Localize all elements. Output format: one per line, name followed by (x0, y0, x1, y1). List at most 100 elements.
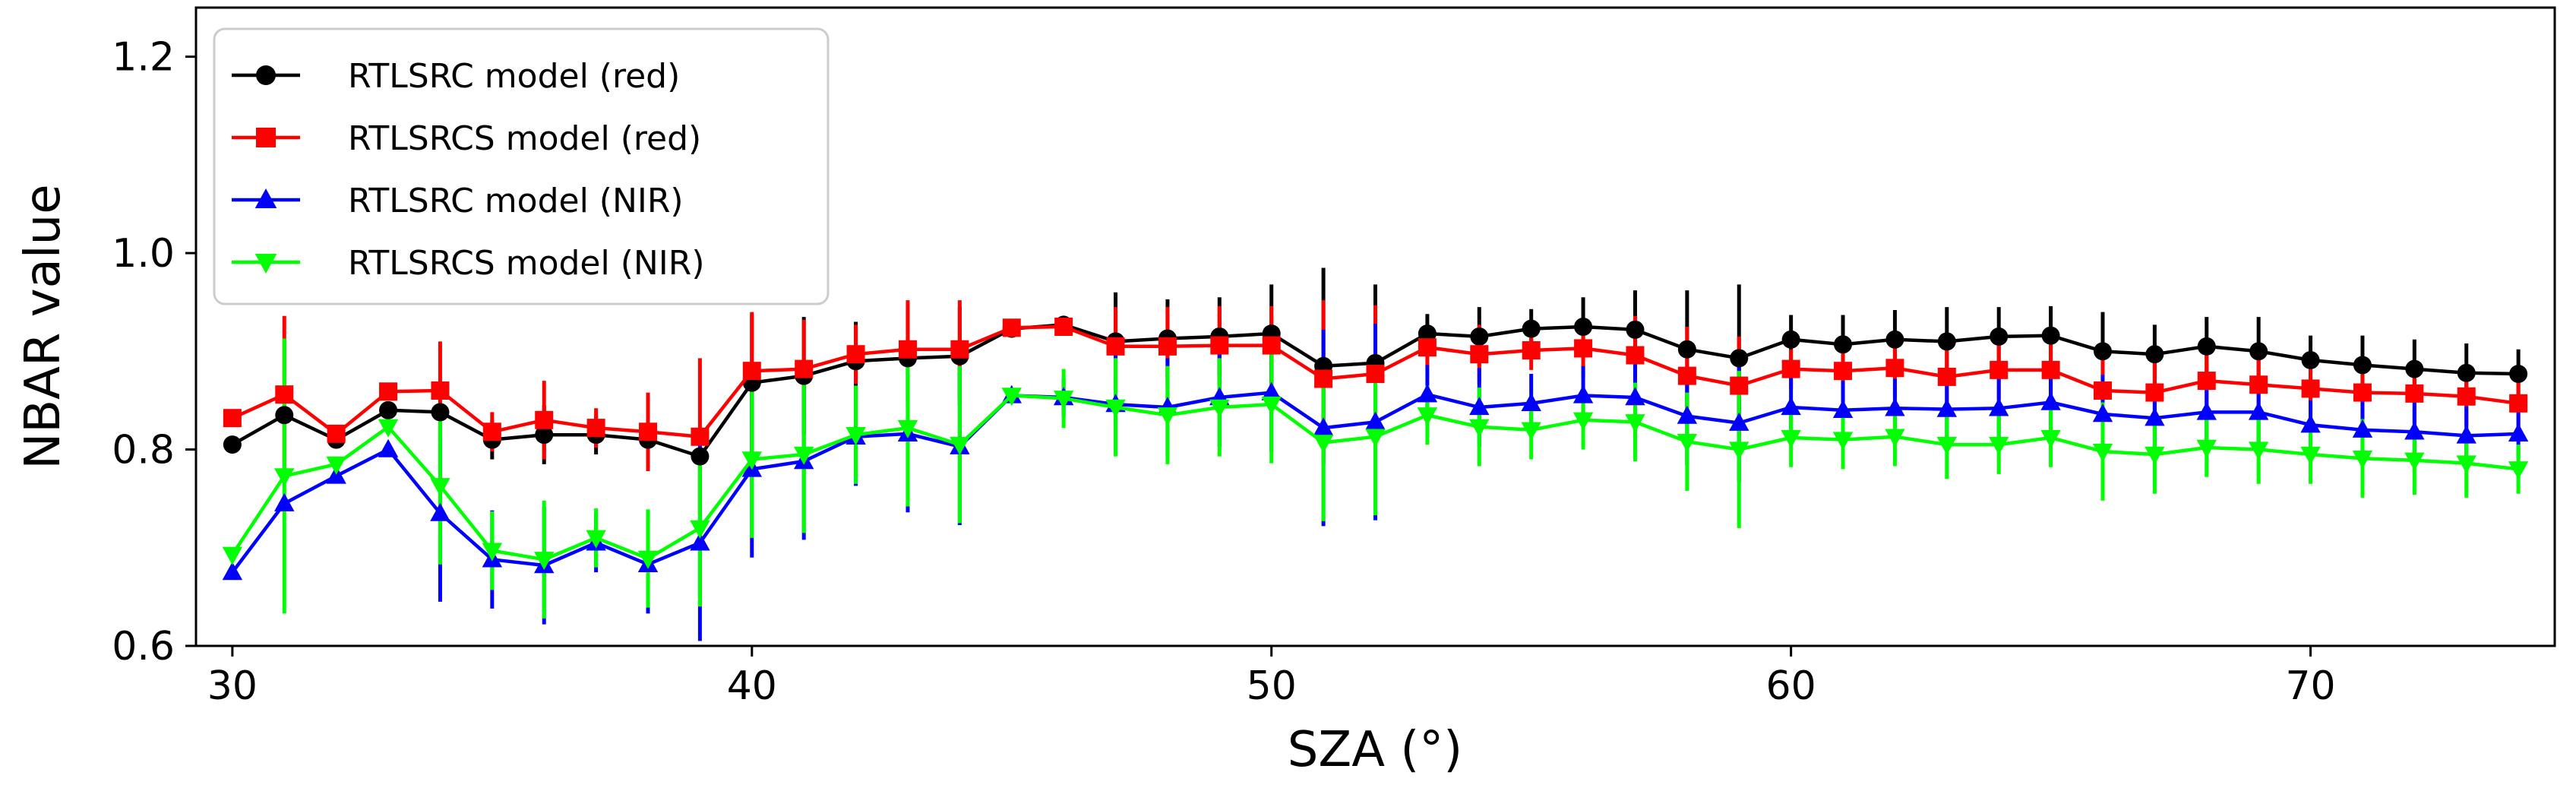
data-point (2197, 337, 2216, 356)
data-point (1730, 376, 1749, 395)
axes-group (194, 6, 2556, 647)
data-point (897, 419, 918, 438)
data-point (2041, 326, 2060, 345)
data-point (1990, 327, 2009, 346)
data-point (431, 403, 450, 422)
data-point (2353, 383, 2372, 402)
data-point (1313, 417, 1334, 436)
data-point (431, 381, 450, 400)
legend-entry: RTLSRCS model (NIR) (232, 244, 705, 283)
data-point (1885, 330, 1904, 349)
data-point (1313, 435, 1334, 454)
plot-frame (194, 6, 2556, 647)
data-point (2405, 384, 2424, 403)
legend-box (213, 27, 830, 305)
legend-marker (254, 253, 277, 274)
data-point (1574, 339, 1593, 358)
data-point (274, 492, 295, 511)
data-point (1730, 349, 1749, 368)
data-point (1158, 337, 1177, 356)
data-point (690, 520, 710, 539)
data-point (430, 478, 450, 497)
data-point (1261, 381, 1282, 400)
data-point (1729, 412, 1749, 431)
data-point (430, 502, 450, 521)
data-point (1834, 335, 1853, 354)
legend-entry: RTLSRCS model (red) (232, 119, 701, 158)
data-point (1314, 369, 1333, 388)
data-point (1106, 337, 1125, 356)
data-point (1625, 414, 1645, 433)
data-point (2352, 450, 2373, 469)
data-point (1522, 319, 1541, 338)
data-point (2196, 439, 2217, 458)
data-point (2092, 443, 2113, 462)
data-point (535, 426, 554, 445)
data-point (274, 468, 295, 487)
y-tick-label: 1.0 (112, 231, 175, 277)
data-point (1417, 407, 1438, 426)
legend: RTLSRC model (red) RTLSRCS model (red) RTL… (213, 27, 830, 305)
errorbars-group (282, 267, 2521, 641)
data-point (223, 409, 242, 428)
data-point (1677, 340, 1696, 359)
data-point (1937, 367, 1956, 386)
data-point (1781, 330, 1800, 349)
data-point (1781, 359, 1800, 378)
x-tick-label: 50 (1247, 663, 1297, 709)
data-point (534, 552, 555, 571)
data-point (327, 424, 346, 443)
data-point (1365, 429, 1386, 448)
data-point (950, 340, 969, 359)
data-point (2353, 356, 2372, 375)
data-point (1418, 338, 1437, 357)
data-point (2457, 387, 2476, 406)
data-point (1470, 345, 1489, 364)
series-group (222, 315, 2529, 581)
data-point (1470, 327, 1489, 346)
data-point (379, 382, 398, 401)
data-point (2509, 365, 2528, 384)
data-point (2456, 455, 2476, 474)
legend-label: RTLSRC model (red) (348, 57, 680, 96)
data-point (2197, 372, 2216, 391)
data-point (691, 447, 710, 466)
data-point (1209, 399, 1230, 418)
data-point (1834, 362, 1853, 381)
legend-label: RTLSRCS model (NIR) (348, 244, 705, 283)
series-2 (223, 318, 2528, 446)
data-point (2457, 363, 2476, 382)
data-point (691, 427, 710, 446)
data-point (1572, 385, 1594, 403)
data-point (2248, 441, 2269, 460)
data-point (793, 446, 814, 465)
data-point (742, 362, 761, 381)
data-point (2040, 429, 2061, 448)
data-point (1001, 388, 1022, 407)
series-3 (222, 381, 2529, 581)
data-point (2509, 394, 2528, 413)
ticks-group: 30 40 50 60 70 0.6 0.8 1.0 1.2 (112, 35, 2335, 709)
data-point (1677, 405, 1698, 424)
data-point (2145, 383, 2164, 402)
data-point (1262, 336, 1281, 355)
data-point (1521, 422, 1541, 441)
data-point (586, 419, 605, 438)
data-point (2301, 379, 2320, 398)
data-point (1157, 407, 1178, 426)
data-point (2249, 342, 2268, 361)
data-point (1832, 400, 1854, 419)
data-point (326, 456, 346, 475)
legend-entry: RTLSRC model (NIR) (232, 182, 684, 220)
data-point (2093, 381, 2112, 400)
data-point (2248, 401, 2269, 420)
data-point (222, 546, 243, 565)
data-point (1936, 436, 1958, 455)
data-point (1677, 366, 1696, 385)
data-point (1365, 411, 1386, 430)
data-point (1521, 393, 1541, 411)
y-tick-label: 0.6 (112, 624, 175, 669)
data-point (1990, 360, 2009, 379)
data-point (950, 436, 970, 455)
